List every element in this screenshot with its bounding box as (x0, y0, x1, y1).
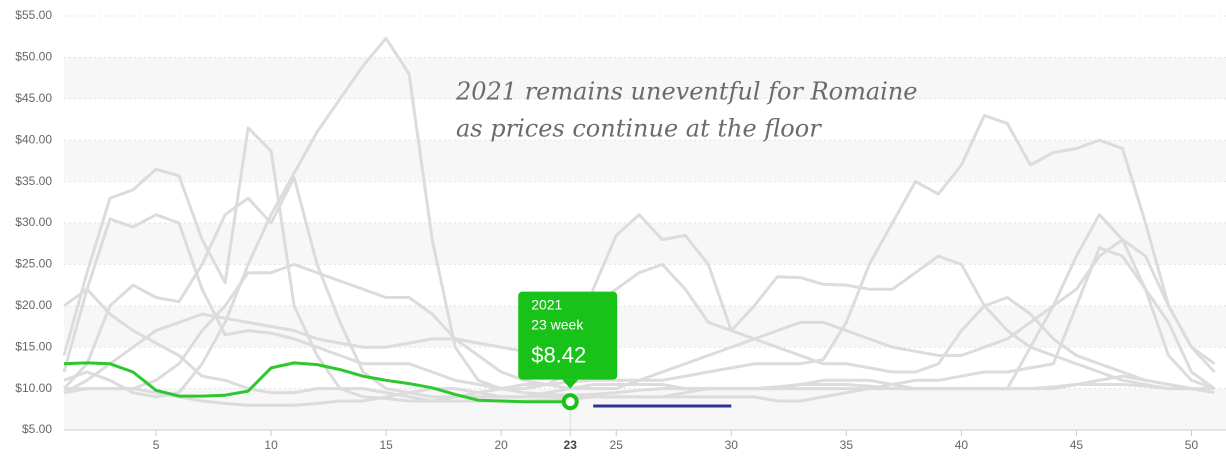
grid-band (64, 388, 1226, 430)
grid-band (64, 140, 1226, 182)
series-line (62, 213, 1215, 391)
series-line (63, 262, 1215, 395)
series-line (62, 176, 1216, 399)
y-tick-label: $15.00 (15, 339, 52, 353)
y-tick-label: $35.00 (15, 174, 52, 188)
x-tick-label: 10 (264, 438, 278, 452)
x-tick-label: 50 (1185, 438, 1199, 452)
y-tick-label: $20.00 (15, 298, 52, 312)
series-line (64, 238, 1216, 391)
tooltip-value: $8.42 (531, 342, 586, 367)
x-tick-label: 15 (379, 438, 393, 452)
y-tick-label: $30.00 (15, 215, 52, 229)
grid-band (64, 223, 1226, 265)
x-tick-label: 30 (725, 438, 739, 452)
annotation: 2021 remains uneventful for Romaine (455, 78, 918, 106)
x-tick-label: 40 (955, 438, 969, 452)
y-tick-label: $55.00 (15, 8, 52, 22)
y-tick-label: $5.00 (22, 422, 52, 436)
x-tick-label: 25 (610, 438, 624, 452)
x-tick-label: 20 (495, 438, 509, 452)
y-tick-label: $25.00 (15, 257, 52, 271)
grid-band (64, 57, 1226, 99)
x-tick-label: 5 (153, 438, 160, 452)
tooltip-week: 23 week (531, 316, 584, 332)
tooltip-box (518, 291, 618, 380)
tooltip-series: 2021 (531, 296, 562, 312)
y-tick-label: $45.00 (15, 91, 52, 105)
tooltip-pointer (562, 379, 579, 389)
x-tick-label: 23 (564, 438, 578, 452)
y-tick-label: $10.00 (15, 381, 52, 395)
annotation: as prices continue at the floor (456, 115, 822, 143)
series-line (63, 361, 571, 404)
y-tick-label: $40.00 (15, 132, 52, 146)
x-tick-label: 35 (840, 438, 854, 452)
grid-band (64, 305, 1226, 348)
point-marker (561, 393, 579, 411)
x-tick-label: 45 (1070, 438, 1084, 452)
series-line (63, 374, 1215, 407)
y-tick-label: $50.00 (15, 50, 52, 64)
